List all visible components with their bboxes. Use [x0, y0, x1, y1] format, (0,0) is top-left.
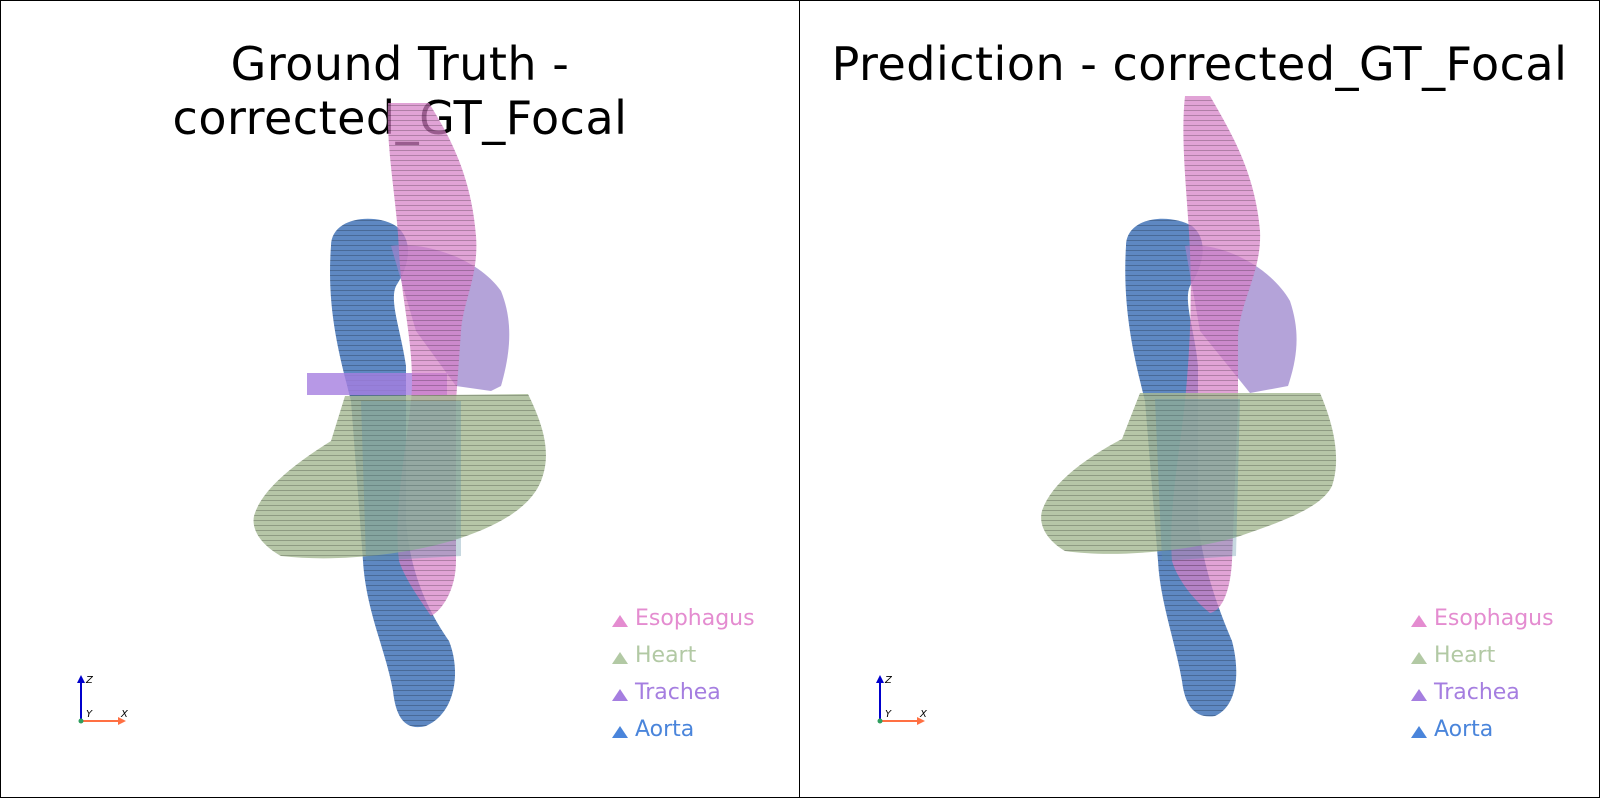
legend-item-heart: Heart: [1410, 641, 1554, 678]
legend-item-heart: Heart: [611, 641, 755, 678]
z-axis-label: Z: [85, 675, 94, 686]
triangle-icon: [1411, 652, 1427, 664]
legend: Esophagus Heart Trachea Aorta: [1410, 604, 1554, 752]
legend-label: Aorta: [1434, 717, 1494, 742]
z-axis-label: Z: [884, 675, 893, 686]
y-axis-label: Y: [885, 709, 892, 720]
triangle-icon: [612, 615, 628, 627]
prediction-panel[interactable]: Prediction - corrected_GT_Focal: [799, 0, 1600, 798]
panel-title: Prediction - corrected_GT_Focal: [831, 37, 1568, 91]
legend-item-trachea: Trachea: [1410, 678, 1554, 715]
y-axis-label: Y: [86, 709, 93, 720]
triangle-icon: [612, 726, 628, 738]
legend-item-trachea: Trachea: [611, 678, 755, 715]
x-axis-label: X: [919, 709, 928, 720]
axes-icon: Z Y X: [77, 675, 129, 725]
ground-truth-3d-render[interactable]: [1, 1, 800, 798]
orientation-axes: Z Y X: [870, 673, 940, 733]
triangle-icon: [612, 689, 628, 701]
legend-item-aorta: Aorta: [611, 715, 755, 752]
legend-label: Esophagus: [1434, 606, 1554, 631]
legend-item-esophagus: Esophagus: [1410, 604, 1554, 641]
legend-label: Esophagus: [635, 606, 755, 631]
prediction-3d-render[interactable]: [800, 1, 1600, 798]
legend-label: Trachea: [1434, 680, 1520, 705]
legend-label: Heart: [1434, 643, 1496, 668]
legend-item-esophagus: Esophagus: [611, 604, 755, 641]
legend-item-aorta: Aorta: [1410, 715, 1554, 752]
triangle-icon: [1411, 689, 1427, 701]
triangle-icon: [612, 652, 628, 664]
triangle-icon: [1411, 726, 1427, 738]
legend: Esophagus Heart Trachea Aorta: [611, 604, 755, 752]
orientation-axes: Z Y X: [71, 673, 141, 733]
ground-truth-panel[interactable]: Ground Truth - corrected_GT_Focal: [0, 0, 800, 798]
triangle-icon: [1411, 615, 1427, 627]
axes-icon: Z Y X: [876, 675, 928, 725]
legend-label: Trachea: [635, 680, 721, 705]
x-axis-label: X: [120, 709, 129, 720]
legend-label: Heart: [635, 643, 697, 668]
legend-label: Aorta: [635, 717, 695, 742]
